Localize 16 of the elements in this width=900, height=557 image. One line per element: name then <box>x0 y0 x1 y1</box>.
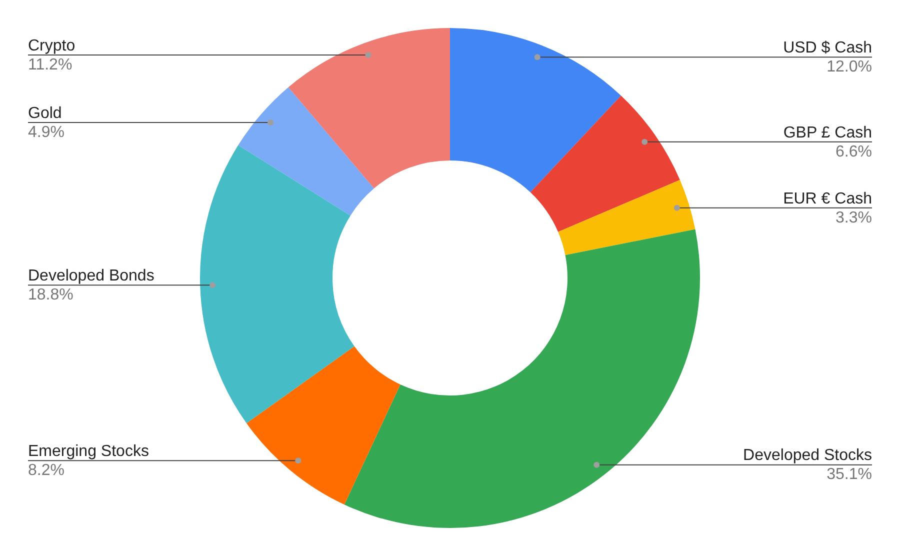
data-label: 12.0% <box>826 58 872 76</box>
slice-label: Developed Bonds <box>28 267 154 284</box>
slice-label: Crypto <box>28 37 76 54</box>
slice-label: Emerging Stocks <box>28 443 149 460</box>
data-label: 11.2% <box>28 56 72 74</box>
slice-label: EUR € Cash <box>783 190 872 208</box>
slice-label: USD $ Cash <box>783 40 872 57</box>
slice-label: Gold <box>28 104 62 122</box>
data-label: 18.8% <box>28 286 74 304</box>
slice-label: Developed Stocks <box>743 447 872 464</box>
data-label: 8.2% <box>28 462 64 480</box>
data-label: 3.3% <box>836 209 872 226</box>
data-label: 6.6% <box>836 143 872 160</box>
data-label: 35.1% <box>826 466 872 484</box>
slice-label: GBP £ Cash <box>783 124 872 142</box>
data-label: 4.9% <box>28 124 64 141</box>
